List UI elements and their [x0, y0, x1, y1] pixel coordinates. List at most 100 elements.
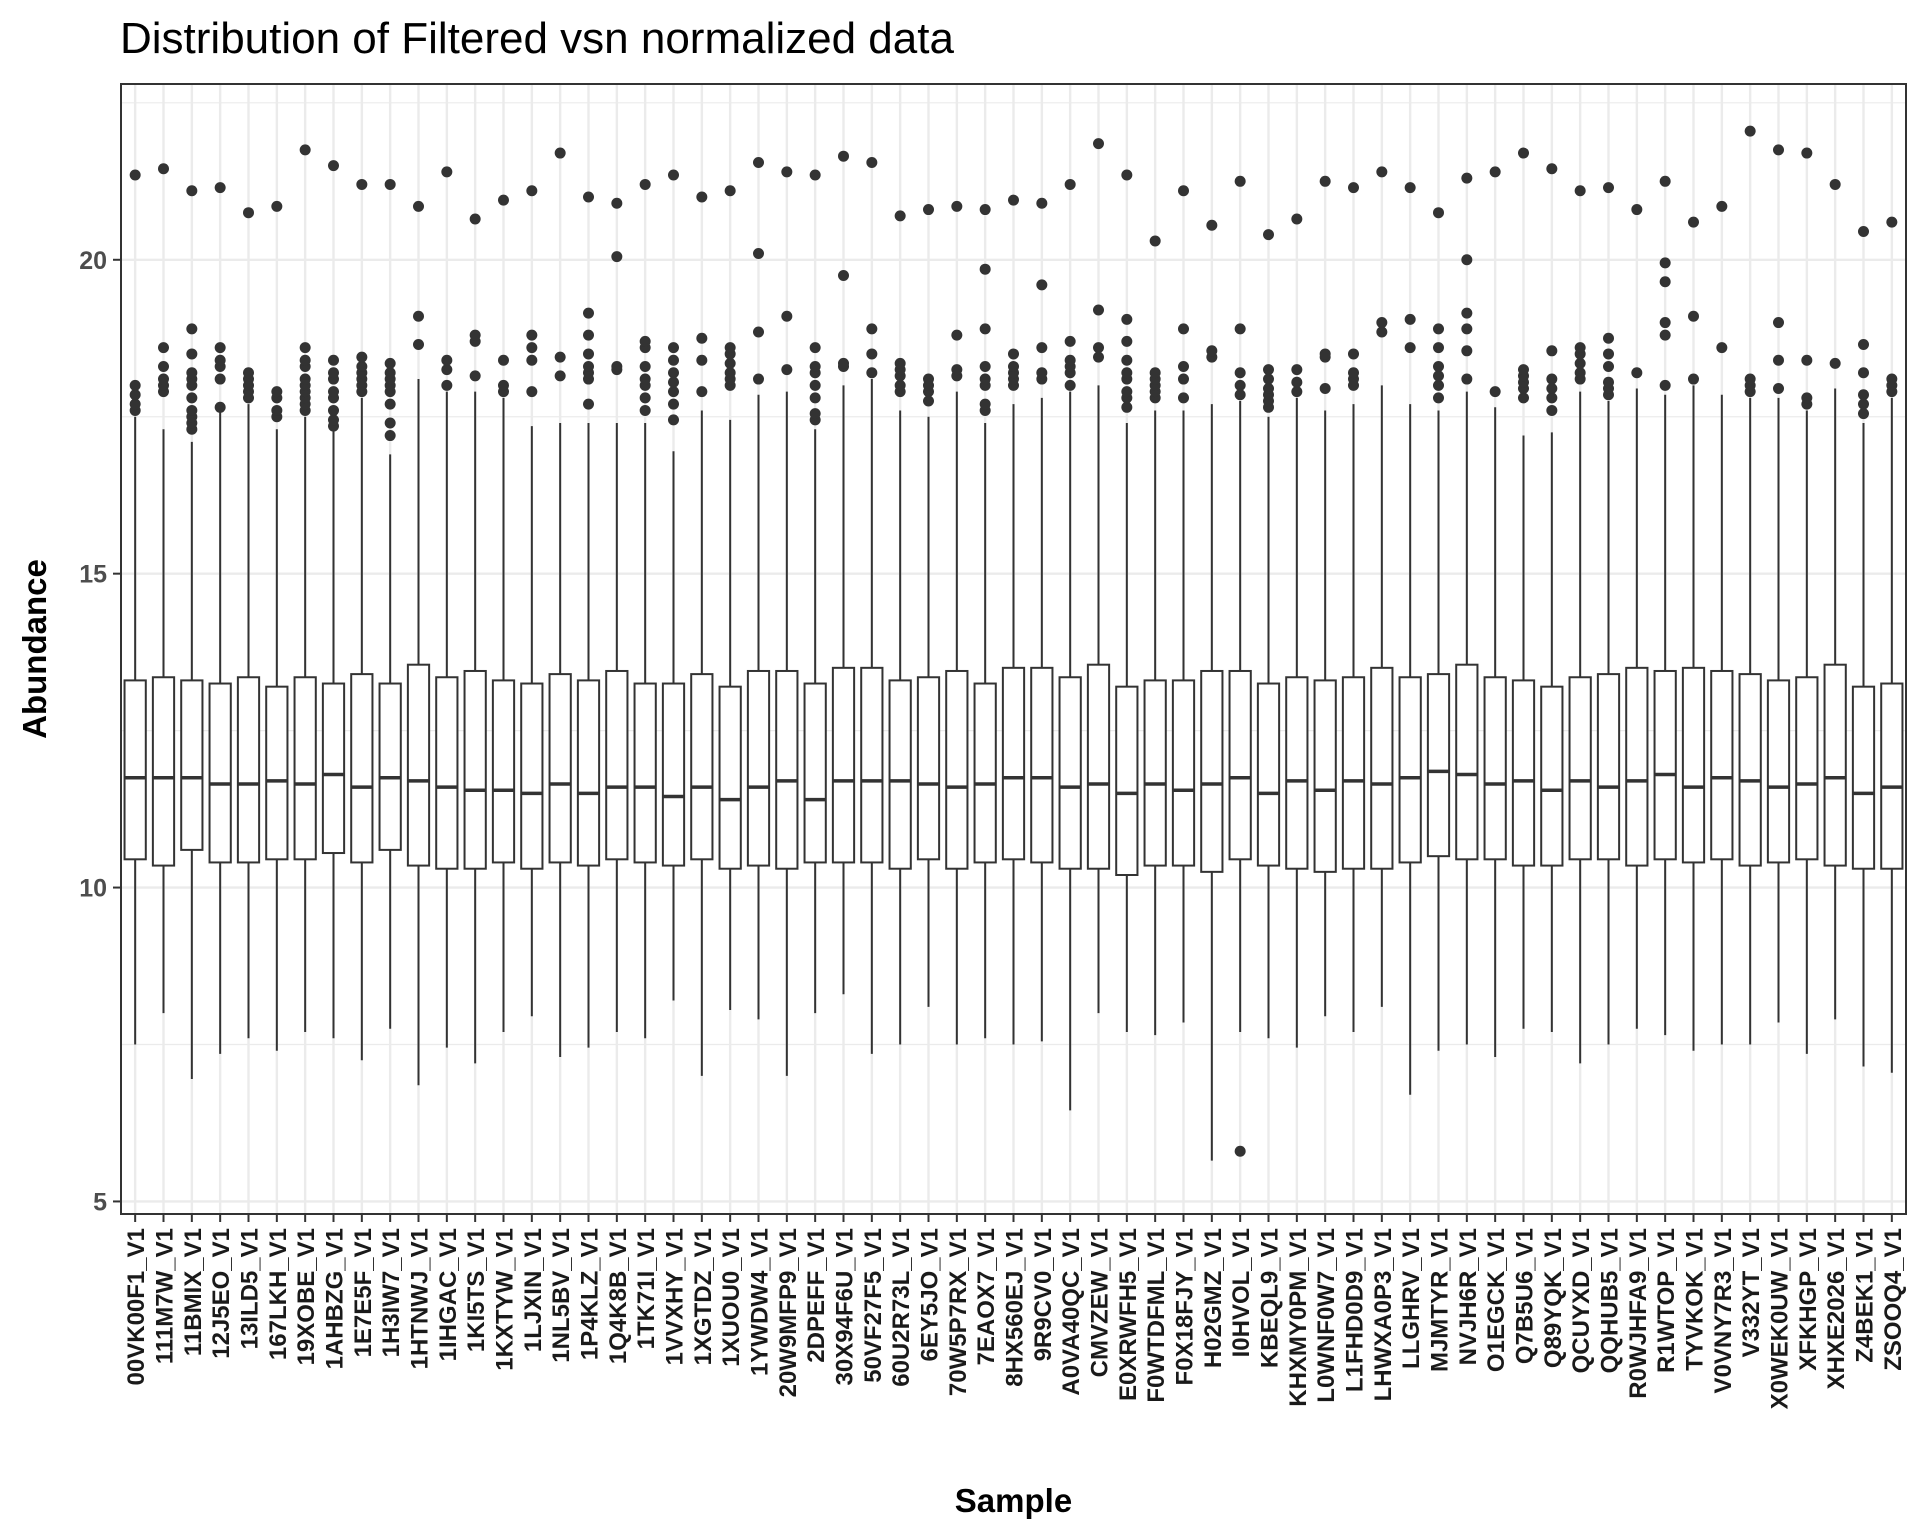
outlier-point [1886, 373, 1898, 385]
outlier-point [951, 329, 963, 341]
iqr-box [463, 669, 487, 870]
outlier-point [328, 414, 339, 426]
outlier-point [979, 398, 991, 410]
outlier-point [1206, 345, 1218, 357]
outlier-point [328, 404, 339, 416]
outlier-point [1319, 348, 1331, 360]
outlier-point [1659, 317, 1671, 329]
outlier-point [214, 354, 226, 366]
outlier-point [1858, 226, 1869, 238]
box-R1WTOP_V1 [1653, 175, 1677, 1036]
outlier-point [951, 200, 963, 212]
outlier-point [384, 398, 396, 410]
iqr-box [945, 669, 969, 870]
outlier-point [1433, 379, 1444, 391]
outlier-point [1149, 235, 1161, 247]
chart-title: Distribution of Filtered vsn normalized … [120, 14, 954, 63]
iqr-box [123, 679, 147, 861]
iqr-box [1681, 666, 1706, 864]
iqr-box [548, 673, 572, 864]
iqr-box [605, 669, 629, 861]
outlier-point [979, 361, 991, 372]
outlier-point [1518, 147, 1529, 159]
box-LLGHRV_V1 [1398, 182, 1422, 1095]
outlier-point [1773, 354, 1784, 366]
iqr-box [1115, 685, 1139, 877]
outlier-point [583, 191, 594, 203]
outlier-point [866, 323, 878, 335]
iqr-box [1030, 666, 1054, 864]
iqr-box [775, 669, 799, 870]
outlier-point [583, 329, 594, 341]
x-tick-label: F0WTDFML_V1 [1143, 1228, 1170, 1403]
outlier-point [1546, 404, 1558, 416]
outlier-point [1376, 326, 1388, 338]
outlier-point [328, 354, 339, 366]
outlier-point [639, 392, 651, 404]
outlier-point [724, 357, 736, 369]
iqr-box [718, 685, 742, 870]
outlier-point [526, 386, 538, 398]
box-19XOBE_V1 [293, 144, 317, 1032]
outlier-point [441, 379, 453, 391]
outlier-point [583, 361, 594, 372]
iqr-box [1143, 679, 1167, 867]
outlier-point [583, 398, 594, 410]
outlier-point [951, 364, 963, 376]
box-Q7B5U6_V1 [1511, 147, 1536, 1029]
x-tick-label: LHWXA0P3_V1 [1370, 1228, 1397, 1401]
outlier-point [441, 364, 453, 376]
outlier-point [526, 329, 538, 341]
outlier-point [809, 392, 821, 404]
outlier-point [979, 263, 991, 275]
iqr-box [236, 676, 261, 864]
outlier-point [866, 367, 878, 379]
iqr-box [1625, 666, 1649, 867]
outlier-point [498, 194, 509, 206]
x-tick-label: QCUYXD_V1 [1568, 1228, 1595, 1373]
iqr-box [350, 673, 374, 864]
outlier-point [129, 169, 141, 181]
outlier-point [781, 364, 793, 376]
box-KHXMY0PM_V1 [1285, 213, 1309, 1048]
x-tick-label: NVJH6R_V1 [1455, 1228, 1482, 1365]
outlier-point [1093, 138, 1104, 150]
box-CMVZEW_V1 [1086, 138, 1111, 1014]
iqr-box [1483, 676, 1507, 861]
outlier-point [1348, 348, 1359, 360]
iqr-box [1455, 663, 1479, 861]
outlier-point [1433, 323, 1444, 335]
iqr-box [406, 663, 431, 867]
outlier-point [186, 323, 198, 335]
box-11BMIX_V1 [180, 185, 204, 1080]
iqr-box [1851, 685, 1876, 870]
box-1IHGAC_V1 [435, 166, 459, 1048]
outlier-point [1064, 178, 1076, 190]
x-tick-label: E0XRWFH5_V1 [1115, 1228, 1142, 1401]
box-111M7W_V1 [151, 163, 176, 1014]
outlier-point [441, 354, 453, 366]
x-tick-label: L0WNF0W7_V1 [1313, 1228, 1340, 1403]
iqr-box [1313, 679, 1337, 873]
outlier-point [186, 404, 198, 416]
outlier-point [753, 373, 764, 385]
x-tick-label: 8HX560EJ_V1 [1002, 1228, 1029, 1387]
outlier-point [979, 323, 991, 335]
y-tick-label: 20 [79, 247, 107, 275]
y-axis: 5 10 15 20 [79, 247, 121, 1216]
x-tick-label: 1KXTYW_V1 [492, 1228, 519, 1371]
outlier-point [1631, 367, 1643, 379]
outlier-point [186, 185, 198, 197]
outlier-point [1603, 348, 1614, 360]
outlier-point [1886, 216, 1898, 228]
outlier-point [554, 147, 566, 159]
box-ZSOOQ4_V1 [1880, 216, 1904, 1073]
box-1VVXHY_V1 [661, 169, 686, 1001]
box-1H3IW7_V1 [378, 178, 402, 1029]
iqr-box [520, 682, 544, 870]
outlier-point [469, 370, 481, 382]
outlier-point [356, 361, 368, 372]
outlier-point [554, 351, 566, 363]
x-tick-label: A0VA40QC_V1 [1058, 1228, 1085, 1396]
outlier-point [328, 160, 339, 172]
